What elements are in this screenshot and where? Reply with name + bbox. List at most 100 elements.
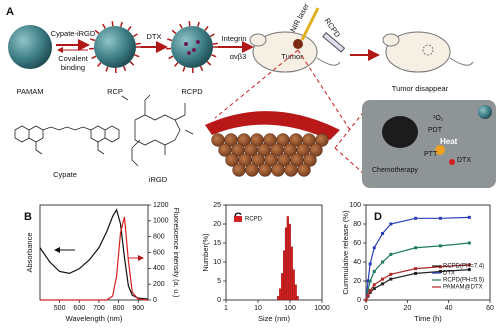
tumor-cell <box>297 163 311 177</box>
point <box>372 270 376 273</box>
y-axis-label: Number(%) <box>201 233 210 272</box>
label: RCP <box>107 87 123 96</box>
ligand <box>134 54 140 58</box>
tumor-cell <box>232 163 246 177</box>
point <box>414 246 418 250</box>
pamam-sphere <box>8 25 52 69</box>
ligand <box>199 65 204 72</box>
plot-frame <box>225 204 323 301</box>
ligand <box>204 26 209 31</box>
chart: D 0 20 40 60 0 20 40 60 80 100 Time (h) Cummulative … <box>341 202 494 323</box>
bar <box>292 269 295 301</box>
legend-label: DTX <box>443 271 455 277</box>
point <box>438 265 442 269</box>
y-tick-label: 0 <box>217 297 221 304</box>
bar <box>288 223 291 301</box>
ligand <box>111 21 114 27</box>
cell <box>362 100 496 188</box>
point <box>414 216 418 220</box>
point <box>467 241 471 245</box>
label: Tumor <box>281 52 303 61</box>
legend-label: RCPD(PH=7.4) <box>443 264 484 270</box>
y-tick-label: 25 <box>213 202 221 209</box>
x-tick-label: 500 <box>54 305 66 312</box>
x-tick-label: 900 <box>132 305 144 312</box>
point <box>389 277 393 281</box>
bar <box>286 216 289 301</box>
y2-tick-label: 800 <box>153 234 165 241</box>
x-tick-label: 800 <box>113 305 125 312</box>
label: PAMAM <box>17 87 44 96</box>
ligand <box>188 21 191 27</box>
point <box>372 246 376 250</box>
point <box>389 252 393 256</box>
bar <box>294 284 297 301</box>
y-tick-label: 15 <box>213 240 221 247</box>
y-tick-label: 80 <box>353 221 361 228</box>
ligand <box>97 62 102 67</box>
point <box>389 222 393 226</box>
bar <box>290 246 293 301</box>
point <box>368 289 372 292</box>
x-tick-label: 700 <box>93 305 105 312</box>
y2-tick-label: 200 <box>153 281 165 288</box>
ligand <box>211 54 217 58</box>
point <box>467 215 471 219</box>
bar <box>279 288 282 301</box>
label: RCPD <box>181 87 203 96</box>
point <box>368 290 372 294</box>
point <box>414 267 418 271</box>
zoom-line <box>297 49 351 131</box>
ligand <box>209 33 215 38</box>
x-tick-label: 60 <box>486 305 494 312</box>
point <box>414 271 418 275</box>
rcp-sphere <box>89 21 141 74</box>
ligand <box>132 33 138 38</box>
legend-label: PAMAM@DTX <box>443 285 483 291</box>
ligand <box>171 29 177 35</box>
point <box>368 279 372 283</box>
ligand <box>174 62 179 67</box>
panel-label: B <box>24 211 32 223</box>
ligand <box>179 23 183 29</box>
ligand <box>167 38 173 42</box>
x-tick-label: 10 <box>254 305 262 312</box>
ligand <box>94 29 100 35</box>
legend-swatch <box>234 216 242 222</box>
label: PTT <box>424 151 438 158</box>
mouse <box>382 31 474 73</box>
tumor-cell <box>245 163 259 177</box>
label: Heat <box>440 137 458 146</box>
series-line <box>40 216 149 301</box>
y2-tick-label: 600 <box>153 249 165 256</box>
point <box>366 293 370 297</box>
point <box>366 289 370 292</box>
x-tick-label: 40 <box>445 305 453 312</box>
y-tick-label: 20 <box>213 221 221 228</box>
label: Covalent <box>58 54 89 63</box>
x-tick-label: 1 <box>224 305 228 312</box>
ligand <box>91 55 97 60</box>
ligand <box>127 26 132 31</box>
label: DTX <box>147 32 162 41</box>
point <box>438 216 442 220</box>
x-axis-label: Time (h) <box>414 314 442 323</box>
label: Tumor disappear <box>392 84 449 93</box>
bar <box>277 296 280 301</box>
point <box>467 268 471 272</box>
series-line <box>39 208 149 300</box>
y2-tick-label: 0 <box>153 297 157 304</box>
tumor-cell <box>303 153 317 167</box>
point <box>372 287 376 291</box>
point <box>368 262 372 266</box>
laser-beam <box>300 7 320 41</box>
ligand <box>197 21 200 28</box>
cypate-structure <box>14 125 120 155</box>
tumor-cell <box>315 133 329 147</box>
y2-tick-label: 400 <box>153 265 165 272</box>
rcpd-sphere <box>166 21 218 74</box>
zoom-line <box>214 49 299 119</box>
ligand <box>206 61 212 66</box>
